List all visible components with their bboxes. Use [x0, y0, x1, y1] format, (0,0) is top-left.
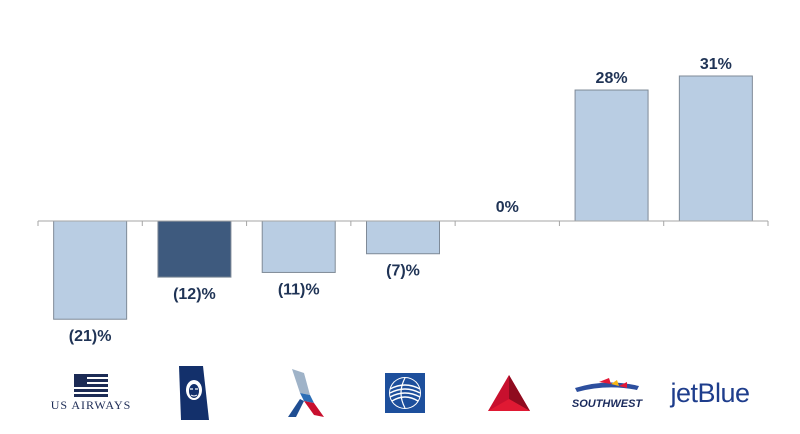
- data-label-united: (7)%: [386, 263, 420, 280]
- delta-logo: [461, 362, 557, 424]
- bar-alaska: [157, 220, 232, 278]
- data-label-american: (11)%: [278, 281, 320, 298]
- southwest-wordmark: SOUTHWEST: [571, 398, 643, 410]
- data-label-jetblue: 31%: [700, 56, 732, 73]
- united-logo: [357, 362, 453, 424]
- bar-united: [366, 220, 440, 255]
- data-label-alaska: (12)%: [173, 286, 216, 303]
- bar-jetblue: [678, 75, 753, 222]
- southwest-heart-plane-icon: [575, 378, 639, 392]
- us-airways-flag-icon: [74, 373, 108, 397]
- us-airways-logo: US AIRWAYS: [43, 362, 139, 424]
- southwest-logo: SOUTHWEST: [559, 362, 655, 424]
- american-logo: [256, 362, 352, 424]
- us-airways-wordmark: US AIRWAYS: [50, 397, 132, 412]
- alaska-logo: [145, 362, 241, 424]
- data-label-delta: 0%: [496, 199, 519, 216]
- bar-american: [261, 220, 336, 273]
- bar-southwest: [574, 89, 649, 222]
- alaska-eskimo-tail-icon: [179, 366, 209, 420]
- bar-us-airways: [53, 220, 128, 320]
- delta-widget-icon: [488, 375, 530, 411]
- jetblue-logo: jetBlue: [662, 362, 758, 424]
- united-globe-icon: [385, 373, 425, 413]
- data-label-us-airways: (21)%: [69, 328, 112, 345]
- data-label-southwest: 28%: [596, 70, 628, 87]
- jetblue-wordmark: jetBlue: [670, 377, 750, 408]
- american-flight-symbol-icon: [288, 369, 324, 417]
